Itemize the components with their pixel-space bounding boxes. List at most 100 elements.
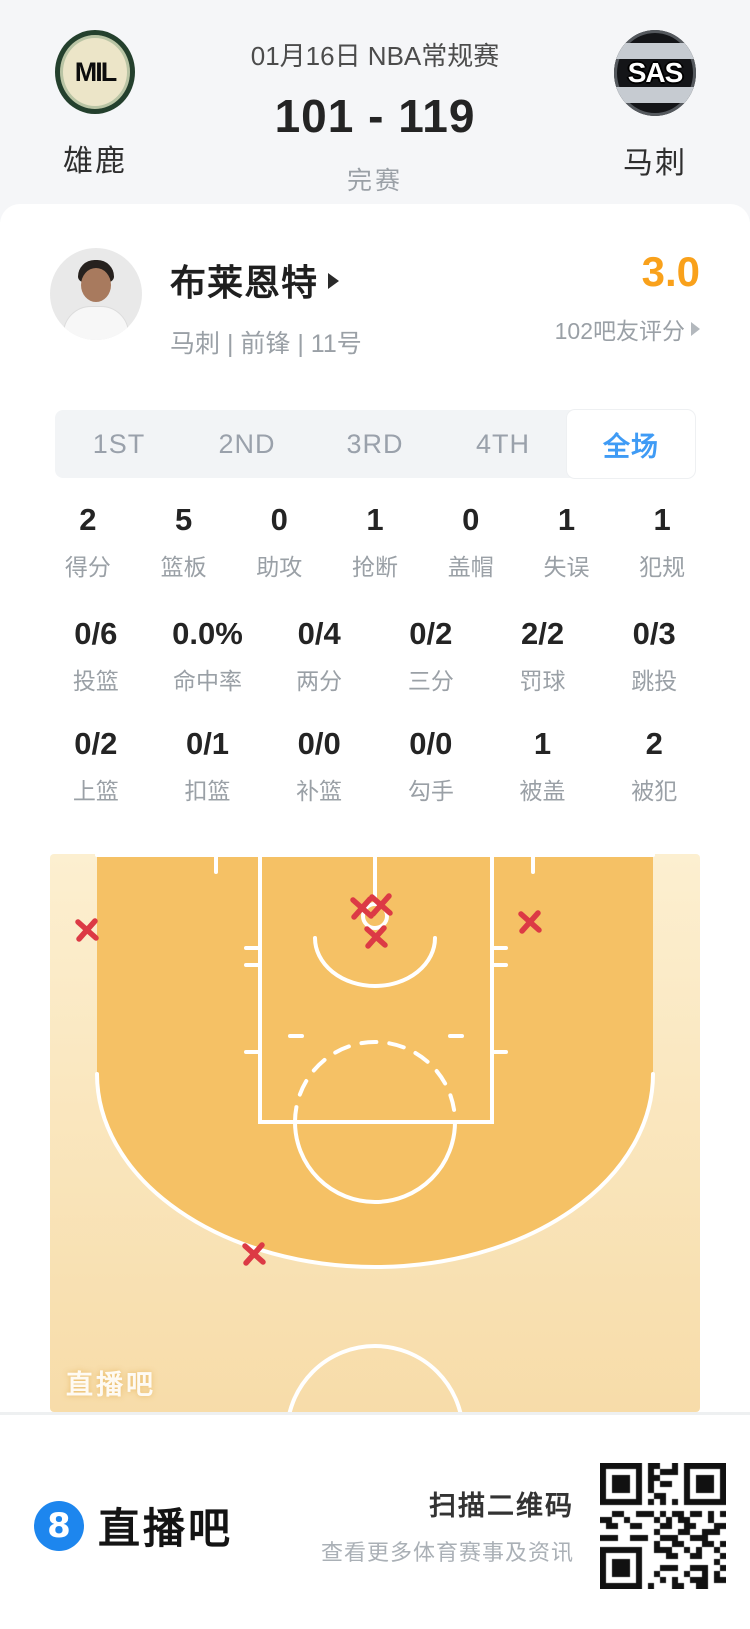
court-inside-three-point-area (97, 854, 653, 1267)
tab-4TH[interactable]: 4TH (475, 428, 530, 459)
match-score: 101 - 119 (274, 90, 476, 142)
stat-cell: 0 盖帽 (423, 502, 519, 582)
chevron-right-icon (328, 273, 340, 289)
chevron-right-icon (691, 322, 700, 336)
stat-value: 2 (645, 726, 663, 761)
stat-value: 1 (653, 502, 671, 537)
stat-value: 0 (270, 502, 288, 537)
stat-value: 0 (462, 502, 480, 537)
qr-code (600, 1462, 726, 1589)
app-footer: 8 直播吧 扫描二维码 查看更多体育赛事及资讯 (0, 1412, 750, 1629)
stat-label: 罚球 (519, 668, 566, 694)
rating-label: 102吧友评分 (554, 318, 685, 344)
stat-cell: 2 得分 (40, 502, 136, 582)
stat-label: 补篮 (296, 778, 343, 804)
shot-miss-marker (75, 918, 99, 942)
stat-value: 0/3 (632, 616, 676, 651)
player-avatar[interactable] (50, 248, 142, 340)
player-name-link[interactable]: 布莱恩特 (170, 254, 555, 306)
stat-value: 0/0 (409, 726, 453, 761)
stat-value: 5 (174, 502, 193, 537)
brand-badge-text: 8 (47, 1505, 71, 1546)
court-lines (95, 854, 655, 1412)
stat-value: 0/2 (409, 616, 453, 651)
stat-value: 1 (557, 502, 576, 537)
shot-miss-marker (369, 893, 393, 917)
spurs-logo-icon: SAS (614, 30, 696, 116)
court-watermark: 直播吧 (66, 1370, 156, 1400)
score-block: 01月16日 NBA常规赛 101 - 119 完赛 (190, 0, 560, 197)
stat-value: 2 (79, 502, 97, 537)
shot-chart: 直播吧 (50, 854, 700, 1412)
stat-value: 0/6 (74, 616, 118, 651)
tab-全场[interactable]: 全场 (567, 410, 695, 478)
shot-miss-marker (518, 910, 542, 934)
tab-2ND[interactable]: 2ND (218, 428, 276, 459)
stat-cell: 0/3 跳投 (598, 616, 710, 696)
stat-label: 两分 (296, 668, 343, 694)
competition-label: 01月16日 NBA常规赛 (250, 41, 500, 71)
stat-cell: 0.0% 命中率 (152, 616, 264, 696)
quarter-tabs: 1ST 2ND 3RD 4TH 全场 (55, 410, 695, 478)
stat-cell: 0 助攻 (231, 502, 327, 582)
shot-miss-marker (364, 925, 388, 949)
stat-cell: 0/0 补篮 (263, 726, 375, 806)
three-point-line (95, 1072, 655, 1269)
brand-8-icon: 8 (34, 1500, 84, 1551)
stat-label: 被犯 (631, 778, 678, 804)
tab-1ST[interactable]: 1ST (92, 428, 146, 459)
stat-label: 命中率 (173, 668, 242, 694)
stat-cell: 0/2 上篮 (40, 726, 152, 806)
free-throw-circle-top-dashed (293, 1040, 457, 1124)
stat-value: 2/2 (520, 616, 565, 651)
stat-cell: 0/6 投篮 (40, 616, 152, 696)
home-team-name: 雄鹿 (63, 145, 127, 178)
stat-label: 跳投 (631, 668, 678, 694)
away-team-name: 马刺 (623, 147, 687, 180)
stat-cell: 5 篮板 (136, 502, 232, 582)
stat-cell: 0/1 扣篮 (152, 726, 264, 806)
stat-value: 0.0% (172, 616, 243, 651)
stat-value: 0/4 (297, 616, 341, 651)
stat-value: 1 (533, 726, 552, 761)
rating-block[interactable]: 3.0 102吧友评分 (555, 248, 700, 346)
stat-label: 助攻 (256, 554, 303, 580)
court-svg (50, 854, 700, 1412)
qr-subtitle: 查看更多体育赛事及资讯 (320, 1540, 574, 1565)
player-name: 布莱恩特 (170, 262, 319, 303)
avatar-head (81, 268, 111, 302)
player-row: 布莱恩特 马刺 | 前锋 | 11号 3.0 102吧友评分 (0, 204, 750, 360)
bucks-logo-icon: MIL (55, 30, 135, 114)
avatar-jersey (63, 306, 129, 340)
shot-markers (75, 893, 542, 1266)
stat-value: 0/2 (74, 726, 118, 761)
stat-label: 篮板 (160, 554, 207, 580)
shot-miss-marker (350, 896, 374, 920)
stat-label: 投篮 (72, 668, 119, 694)
stat-value: 0/0 (297, 726, 341, 761)
stat-label: 盖帽 (447, 554, 494, 580)
stat-cell: 2/2 罚球 (487, 616, 599, 696)
stat-cell: 1 抢断 (327, 502, 423, 582)
bucks-logo-text: MIL (74, 56, 117, 87)
stat-label: 犯规 (639, 554, 686, 580)
player-meta: 马刺 | 前锋 | 11号 (170, 330, 362, 358)
stat-cell: 2 被犯 (598, 726, 710, 806)
stat-label: 三分 (407, 668, 454, 694)
stat-label: 被盖 (519, 778, 566, 804)
restricted-area-arc (313, 936, 437, 988)
stat-cell: 1 犯规 (614, 502, 710, 582)
spurs-logo-text: SAS (627, 57, 684, 88)
stat-cell: 0/2 三分 (375, 616, 487, 696)
stat-label: 上篮 (72, 778, 119, 804)
stat-row-shooting: 0/6 投篮 0.0% 命中率 0/4 两分 0/2 三分 2/2 罚球 0/3 跳投 (0, 616, 750, 696)
match-status: 完赛 (346, 167, 403, 195)
stat-label: 失误 (543, 554, 590, 580)
tab-3RD[interactable]: 3RD (346, 428, 404, 459)
brand-name: 直播吧 (98, 1505, 234, 1552)
free-throw-circle-bottom (293, 1120, 457, 1204)
stat-cell: 1 失误 (519, 502, 615, 582)
spurs-logo-band (614, 87, 696, 103)
stat-value: 1 (366, 502, 384, 537)
stat-cell: 1 被盖 (487, 726, 599, 806)
